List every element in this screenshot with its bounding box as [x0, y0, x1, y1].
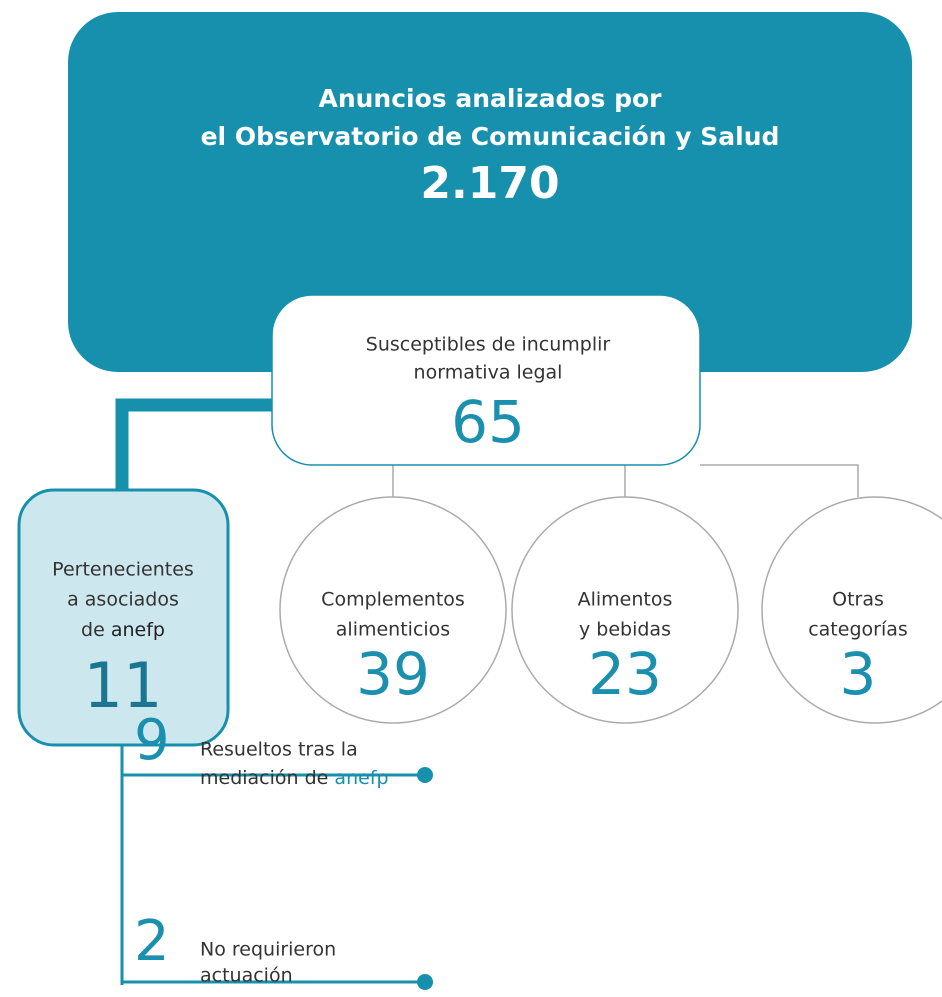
connector — [392, 464, 859, 497]
outcome-label: actuación — [200, 965, 293, 987]
brand: anefp — [334, 767, 388, 789]
outcome-label: mediación de anefp — [200, 767, 389, 789]
header-box — [68, 12, 912, 372]
header-title: Anuncios analizados por — [318, 84, 662, 113]
category-value: 3 — [840, 640, 877, 708]
dot — [417, 974, 433, 990]
category-label: y bebidas — [579, 619, 671, 641]
header-title: el Observatorio de Comunicación y Salud — [201, 122, 780, 151]
associates-value: 11 — [84, 649, 163, 722]
category-label: Complementos — [321, 589, 465, 611]
outcome-lines — [120, 745, 425, 985]
category-circle — [279, 496, 507, 724]
connector — [115, 398, 272, 495]
category-value: 23 — [588, 640, 662, 708]
category-label: Alimentos — [578, 589, 673, 611]
brand: anefp — [111, 619, 165, 641]
outcome-label: Resueltos tras la — [200, 739, 358, 761]
category-label: categorías — [808, 619, 908, 641]
category-circle — [761, 496, 942, 724]
associates-label: de anefp — [81, 619, 165, 641]
category-label: Otras — [832, 589, 884, 611]
outcome-label: mediación de — [200, 767, 328, 789]
outcome-value: 2 — [134, 909, 170, 974]
susceptible-label: Susceptibles de incumplir — [366, 334, 611, 356]
susceptible-value: 65 — [451, 388, 525, 456]
associates-label: a asociados — [67, 589, 179, 611]
category-label: alimenticios — [336, 619, 450, 641]
associates-label: de — [81, 619, 105, 641]
dot — [417, 767, 433, 783]
category-circle — [511, 496, 739, 724]
category-value: 39 — [356, 640, 430, 708]
susceptible-label: normativa legal — [414, 362, 563, 384]
outcome-label: No requirieron — [200, 939, 336, 961]
header-total: 2.170 — [420, 158, 559, 209]
susceptible-box — [271, 294, 701, 466]
associates-label: Pertenecientes — [52, 559, 194, 581]
outcome-value: 9 — [134, 708, 170, 773]
